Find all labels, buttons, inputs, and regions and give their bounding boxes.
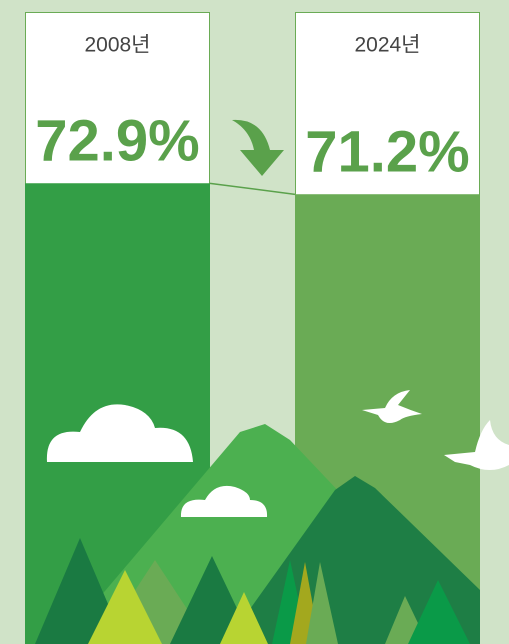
category-label: 2008년 xyxy=(84,34,150,57)
chart: 2008년 72.9% 2024년 71.2% xyxy=(0,0,509,644)
category-label: 2024년 xyxy=(354,34,420,57)
value-label: 71.2% xyxy=(305,120,469,185)
page: {"chart_data": {"type": "bar", "categori… xyxy=(0,0,509,644)
value-label: 72.9% xyxy=(35,109,199,174)
